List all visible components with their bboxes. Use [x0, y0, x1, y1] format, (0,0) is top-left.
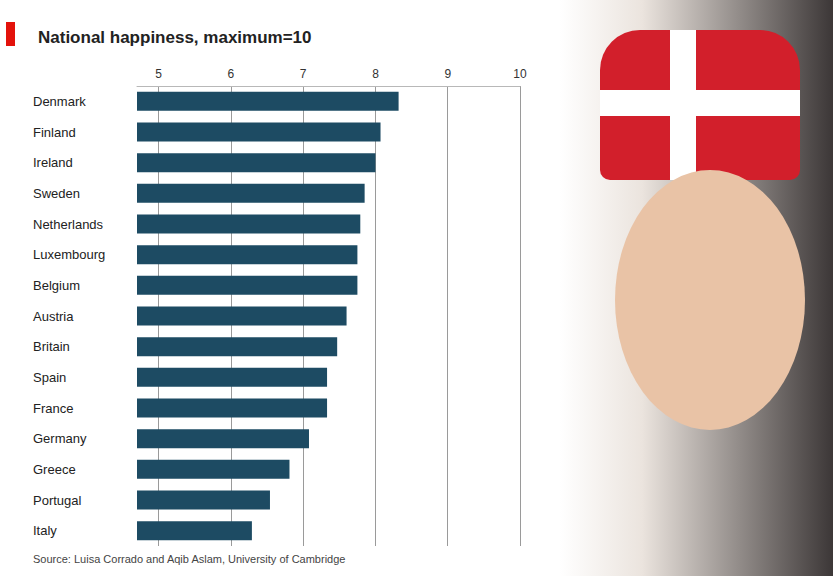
svg-text:7: 7 [300, 67, 307, 81]
svg-text:Belgium: Belgium [33, 278, 80, 293]
svg-text:Germany: Germany [33, 431, 87, 446]
svg-text:Portugal: Portugal [33, 493, 82, 508]
svg-text:8: 8 [372, 67, 379, 81]
svg-text:Spain: Spain [33, 370, 66, 385]
svg-text:Austria: Austria [33, 309, 74, 324]
svg-text:10: 10 [513, 67, 527, 81]
svg-text:Greece: Greece [33, 462, 76, 477]
svg-text:5: 5 [155, 67, 162, 81]
svg-text:Italy: Italy [33, 523, 57, 538]
svg-text:Netherlands: Netherlands [33, 217, 104, 232]
svg-text:Source: Luisa Corrado and Aqib: Source: Luisa Corrado and Aqib Aslam, Un… [33, 553, 345, 565]
svg-text:National happiness, maximum=10: National happiness, maximum=10 [38, 28, 312, 47]
svg-text:Britain: Britain [33, 339, 70, 354]
svg-text:6: 6 [228, 67, 235, 81]
svg-text:Ireland: Ireland [33, 155, 73, 170]
svg-text:9: 9 [444, 67, 451, 81]
svg-text:Denmark: Denmark [33, 94, 86, 109]
svg-text:Luxembourg: Luxembourg [33, 247, 105, 262]
svg-text:France: France [33, 401, 73, 416]
svg-text:Sweden: Sweden [33, 186, 80, 201]
svg-text:Finland: Finland [33, 125, 76, 140]
